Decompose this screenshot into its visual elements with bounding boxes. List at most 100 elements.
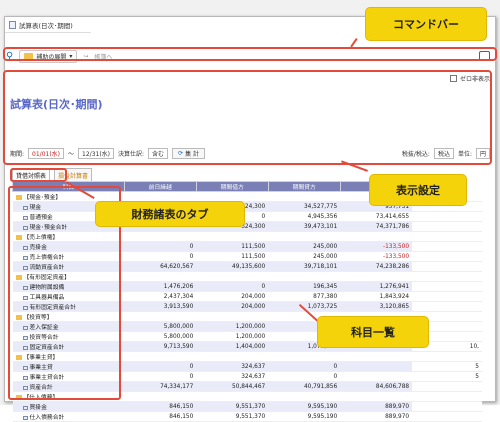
account-icon (22, 415, 28, 420)
table-row[interactable]: 【仕入債務】 (12, 391, 482, 402)
amount-cell: 324,637 (196, 371, 269, 382)
amount-cell: 0 (268, 371, 341, 382)
table-row[interactable]: 【投資等】 (12, 311, 482, 322)
table-row[interactable]: 【売上債権】 (12, 231, 482, 242)
amount-cell: 1,200,000 (196, 321, 269, 332)
table-row[interactable]: 事業主貸合計 0 324,637 0 5 (12, 371, 482, 382)
amount-cell: 9,551,370 (196, 411, 269, 422)
header-debit: 期間借方 (195, 181, 269, 192)
account-name: 売掛金 (29, 245, 47, 251)
account-icon (22, 325, 28, 330)
amount-cell: 4,945,356 (268, 211, 341, 222)
amount-cell: 324,637 (196, 361, 269, 372)
folder-icon (15, 275, 22, 280)
amount-cell: 889,970 (340, 411, 413, 422)
amount-cell (124, 351, 197, 362)
table-row[interactable]: 買掛金 846,150 9,551,370 9,595,190 889,970 (12, 401, 482, 412)
header-credit: 期間貸方 (267, 181, 341, 192)
account-name-cell: 【有形固定資産】 (12, 271, 125, 282)
amount-cell (124, 391, 197, 402)
document-tab[interactable]: 試算表(日次･期間) (5, 17, 91, 33)
overflow-cell (412, 401, 482, 412)
account-name: 普通預金 (29, 215, 53, 221)
account-icon (22, 245, 28, 250)
period-to-select[interactable]: 12/31(水) (78, 148, 115, 159)
account-name-cell: 工具器具備品 (12, 291, 125, 302)
calculate-label: 集 計 (185, 151, 200, 158)
amount-cell: 889,970 (340, 401, 413, 412)
amount-cell: 40,791,856 (268, 381, 341, 392)
folder-icon (15, 395, 22, 400)
unit-label: 単位: (457, 151, 472, 158)
amount-cell: 73,414,655 (340, 211, 413, 222)
amount-cell: 74,238,286 (340, 261, 413, 272)
account-icon (22, 205, 28, 210)
folder-icon (24, 53, 34, 60)
overflow-cell (412, 281, 482, 292)
callout-command-bar: コマンドバー (366, 8, 486, 40)
amount-cell: 0 (124, 371, 197, 382)
account-name: 事業主貸 (29, 365, 53, 371)
search-icon[interactable]: ⚲ (6, 51, 14, 62)
amount-cell: 64,620,567 (124, 261, 197, 272)
table-row[interactable]: 売掛金 0 111,500 245,000 -133,500 (12, 241, 482, 252)
account-name: 【現金･預金】 (23, 195, 62, 201)
settlement-select[interactable]: 含む (148, 148, 169, 159)
table-row[interactable]: 【有形固定資産】 (12, 271, 482, 282)
overflow-cell (412, 211, 482, 222)
account-name: 投資等合計 (29, 335, 59, 341)
checkbox-box[interactable] (449, 75, 457, 82)
overflow-cell (412, 241, 482, 252)
account-name-cell: 現金 (12, 201, 125, 212)
amount-cell: 9,713,590 (124, 341, 197, 352)
table-row[interactable]: 売上債権合計 0 111,500 245,000 -133,500 (12, 251, 482, 262)
account-icon (22, 295, 28, 300)
period-from-select[interactable]: 01/01(水) (28, 148, 65, 159)
folder-icon (15, 195, 22, 200)
amount-cell: 5,800,000 (124, 331, 197, 342)
account-name-cell: 普通預金 (12, 211, 125, 222)
account-name-cell: 固定資産合計 (12, 341, 125, 352)
table-row[interactable]: 工具器具備品 2,437,304 204,000 877,380 1,843,924 (12, 291, 482, 302)
account-icon (22, 335, 28, 340)
overflow-cell (412, 321, 482, 332)
unit-select[interactable]: 円 (475, 148, 490, 159)
account-icon (22, 375, 28, 380)
amount-cell (196, 231, 269, 242)
calculate-button[interactable]: ⟳ 集 計 (172, 148, 206, 159)
table-row[interactable]: 資産合計 74,334,177 50,844,467 40,791,856 84,606… (12, 381, 482, 392)
header-carry: 前日繰越 (123, 181, 197, 192)
period-tilde: ～ (68, 151, 75, 158)
callout-account-list: 科目一覧 (318, 317, 428, 347)
account-name-cell: 売掛金 (12, 241, 125, 252)
amount-cell: 9,595,190 (268, 411, 341, 422)
right-filters: 税抜/税込: 税込 単位: 円 (402, 148, 490, 159)
amount-cell (196, 271, 269, 282)
account-icon (22, 285, 28, 290)
amount-cell: 1,404,000 (196, 341, 269, 352)
overflow-cell: 5 (412, 371, 482, 382)
table-row[interactable]: 事業主貸 0 324,637 0 5 (12, 361, 482, 372)
amount-cell: 0 (196, 281, 269, 292)
account-name: 現金･預金合計 (29, 225, 68, 231)
table-row[interactable]: 流動資産合計 64,620,567 49,135,600 39,718,101 74,2… (12, 261, 482, 272)
callout-report-tab: 財務諸表のタブ (96, 202, 244, 226)
settlement-label: 決算仕訳: (118, 151, 145, 158)
table-row[interactable]: 建物附属設備 1,476,206 0 196,345 1,276,941 (12, 281, 482, 292)
amount-cell (340, 371, 413, 382)
amount-cell: 1,476,206 (124, 281, 197, 292)
table-row[interactable]: 仕入債務合計 846,150 9,551,370 9,595,190 889,970 (12, 411, 482, 422)
tax-select[interactable]: 税込 (433, 148, 454, 159)
amount-cell: -133,500 (340, 251, 413, 262)
table-row[interactable]: 現金･預金合計 324,300 39,473,101 74,371,786 (12, 221, 482, 232)
account-icon (22, 255, 28, 260)
callout-display-settings: 表示設定 (370, 175, 466, 205)
ledger-link[interactable]: 帳簿へ (94, 54, 113, 61)
amount-cell (196, 351, 269, 362)
amount-cell (268, 321, 341, 332)
table-row[interactable]: 【事業主貸】 (12, 351, 482, 362)
amount-cell (268, 351, 341, 362)
account-name: 流動資産合計 (29, 265, 65, 271)
amount-cell: 324,300 (196, 221, 269, 232)
zero-hide-checkbox[interactable]: ゼロ非表示 (449, 74, 490, 83)
